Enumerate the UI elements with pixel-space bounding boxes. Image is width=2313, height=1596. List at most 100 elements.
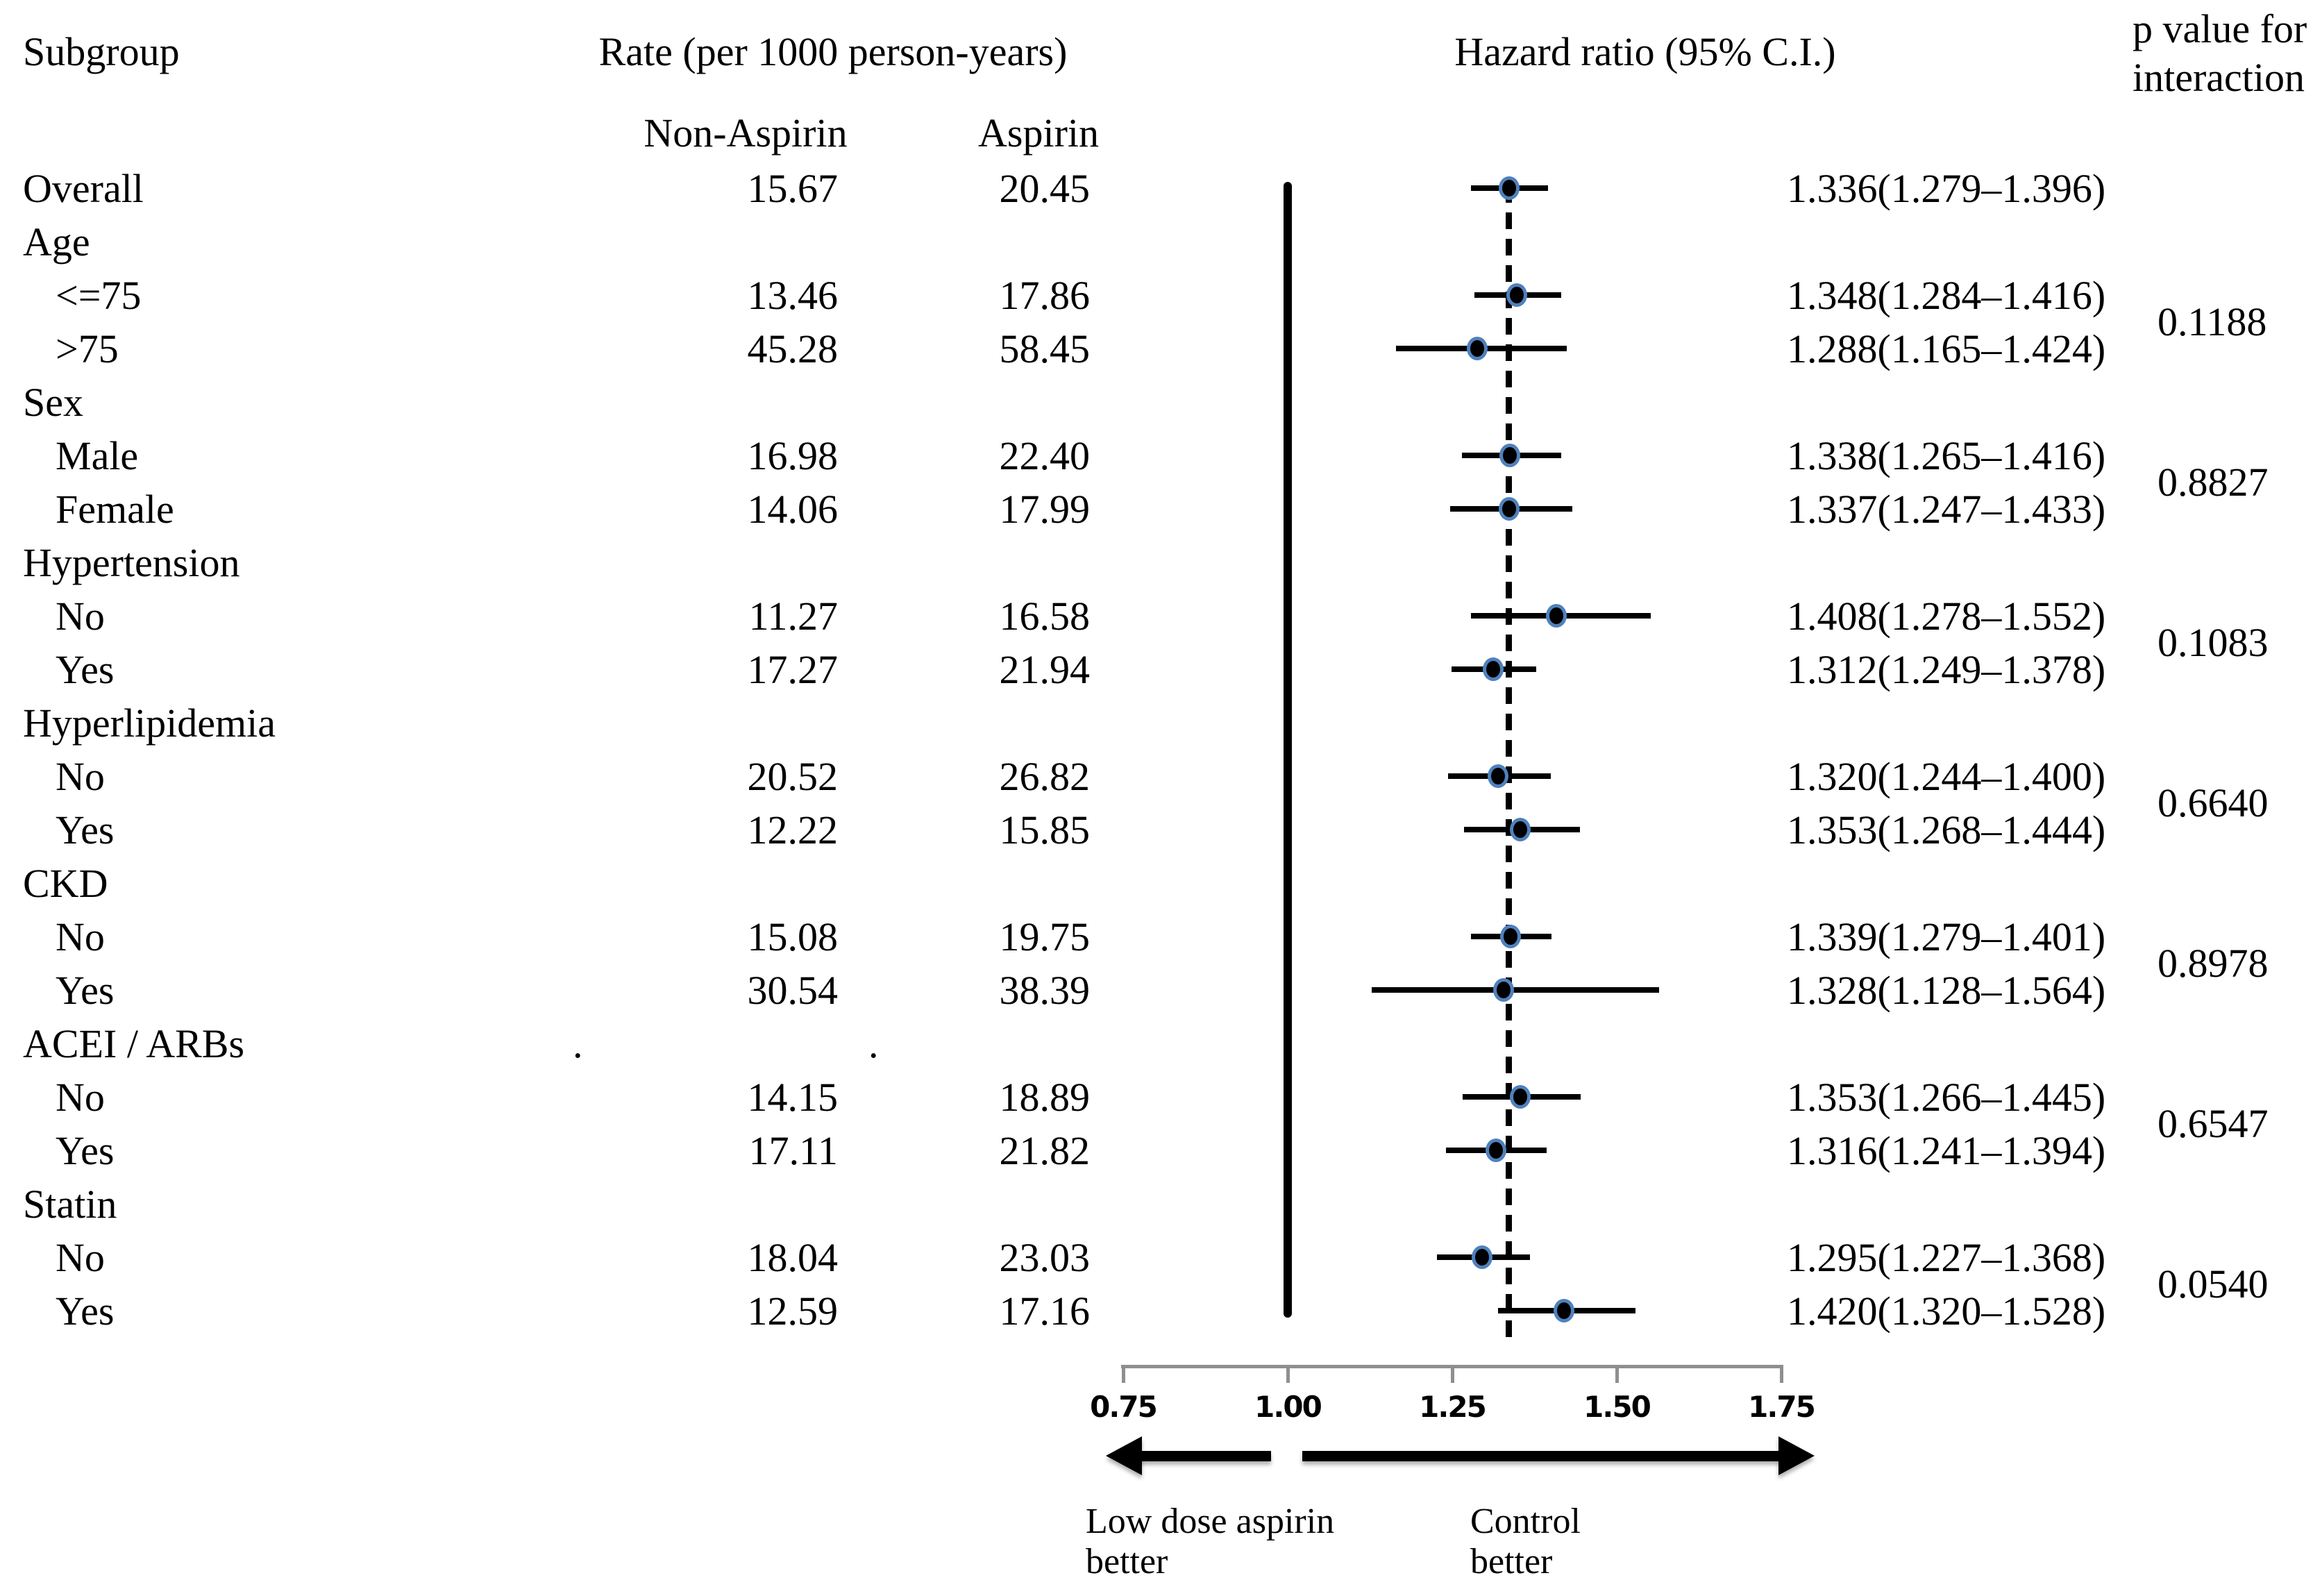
rate-aspirin: 20.45 — [999, 165, 1091, 211]
subgroup-label: Overall — [23, 165, 144, 211]
p-value-interaction: 0.8827 — [2158, 460, 2269, 505]
hazard-ratio-text: 1.295(1.227–1.368) — [1787, 1234, 2106, 1280]
axis-tick — [1779, 1365, 1783, 1383]
overall-hr-dashed-line — [1506, 186, 1513, 1343]
axis-tick-label: 1.75 — [1748, 1390, 1816, 1424]
hazard-ratio-text: 1.336(1.279–1.396) — [1787, 165, 2106, 211]
direction-label-left: Low dose aspirin better — [1086, 1502, 1334, 1582]
axis-tick — [1121, 1365, 1125, 1383]
right-arrow-icon — [1778, 1436, 1815, 1475]
hr-point-marker — [1545, 604, 1567, 628]
subgroup-label: Yes — [56, 967, 115, 1013]
rate-non-aspirin: 11.27 — [748, 593, 838, 639]
rate-non-aspirin: 12.59 — [747, 1288, 839, 1334]
left-arrow-icon — [1106, 1436, 1142, 1475]
column-header-rate: Rate (per 1000 person-years) — [598, 29, 1068, 74]
rate-non-aspirin: 30.54 — [747, 967, 839, 1013]
p-value-interaction: 0.1083 — [2158, 620, 2269, 665]
rate-aspirin: 15.85 — [999, 807, 1091, 852]
rate-non-aspirin: 13.46 — [747, 272, 839, 318]
hazard-ratio-text: 1.316(1.241–1.394) — [1787, 1127, 2106, 1173]
subgroup-label: No — [56, 1074, 105, 1120]
rate-aspirin: 17.86 — [999, 272, 1091, 318]
hr-point-marker — [1506, 283, 1527, 307]
group-label: Age — [23, 219, 90, 264]
rate-aspirin: 58.45 — [999, 326, 1091, 371]
subgroup-label: Yes — [56, 646, 115, 692]
rate-non-aspirin: 15.67 — [747, 165, 839, 211]
group-label: ACEI / ARBs — [23, 1020, 245, 1066]
p-value-interaction: 0.6640 — [2158, 780, 2269, 825]
reference-line-hr-1 — [1284, 182, 1292, 1318]
hr-point-marker — [1482, 657, 1504, 681]
stray-dot: . — [868, 1020, 879, 1066]
hazard-ratio-text: 1.339(1.279–1.401) — [1787, 914, 2106, 959]
hr-point-marker — [1500, 925, 1522, 948]
subgroup-label: Yes — [56, 1127, 115, 1173]
hazard-ratio-text: 1.408(1.278–1.552) — [1787, 593, 2106, 639]
hazard-ratio-text: 1.337(1.247–1.433) — [1787, 486, 2106, 532]
group-label: Hyperlipidemia — [23, 700, 276, 746]
axis-tick-label: 1.00 — [1254, 1390, 1322, 1424]
stray-dot: . — [573, 1020, 583, 1066]
subgroup-label: Yes — [56, 807, 115, 852]
p-value-interaction: 0.1188 — [2158, 299, 2267, 344]
rate-non-aspirin: 14.15 — [747, 1074, 839, 1120]
rate-non-aspirin: 12.22 — [747, 807, 839, 852]
hazard-ratio-text: 1.353(1.268–1.444) — [1787, 807, 2106, 852]
rate-aspirin: 26.82 — [999, 753, 1091, 799]
subgroup-label: No — [56, 914, 105, 959]
hr-point-marker — [1499, 444, 1521, 467]
hazard-ratio-text: 1.320(1.244–1.400) — [1787, 753, 2106, 799]
hr-point-marker — [1467, 337, 1488, 360]
confidence-interval-line — [1372, 987, 1659, 993]
direction-label-right: Control better — [1470, 1502, 1581, 1582]
axis-tick — [1615, 1365, 1619, 1383]
direction-label-left-line1: Low dose aspirin — [1086, 1502, 1335, 1541]
column-header-p-value-line1: p value for — [2133, 6, 2307, 51]
subgroup-label: Female — [56, 486, 174, 532]
rate-non-aspirin: 18.04 — [747, 1234, 839, 1280]
rate-non-aspirin: 14.06 — [747, 486, 839, 532]
group-label: Hypertension — [23, 539, 240, 585]
hr-point-marker — [1492, 978, 1514, 1002]
column-header-non-aspirin: Non-Aspirin — [644, 110, 848, 156]
right-arrow-shaft — [1302, 1451, 1780, 1461]
group-label: Statin — [23, 1181, 117, 1227]
rate-non-aspirin: 16.98 — [747, 432, 839, 478]
rate-aspirin: 38.39 — [999, 967, 1091, 1013]
column-header-subgroup: Subgroup — [23, 29, 180, 74]
p-value-interaction: 0.6547 — [2158, 1101, 2269, 1146]
rate-aspirin: 23.03 — [999, 1234, 1091, 1280]
left-arrow-shaft — [1136, 1451, 1271, 1461]
subgroup-label: >75 — [56, 326, 119, 371]
hr-point-marker — [1498, 176, 1520, 200]
rate-non-aspirin: 17.11 — [748, 1127, 838, 1173]
hr-point-marker — [1509, 1085, 1531, 1109]
column-header-p-value: p value for interaction — [2133, 5, 2307, 102]
axis-tick-label: 0.75 — [1090, 1390, 1158, 1424]
group-label: Sex — [23, 379, 83, 425]
hazard-ratio-text: 1.288(1.165–1.424) — [1787, 326, 2106, 371]
hr-point-marker — [1471, 1245, 1492, 1269]
hr-point-marker — [1509, 818, 1531, 841]
hazard-ratio-text: 1.312(1.249–1.378) — [1787, 646, 2106, 692]
axis-tick-label: 1.50 — [1583, 1390, 1651, 1424]
hazard-ratio-text: 1.338(1.265–1.416) — [1787, 432, 2106, 478]
subgroup-label: Yes — [56, 1288, 115, 1334]
hr-point-marker — [1499, 497, 1520, 521]
group-label: CKD — [23, 860, 108, 906]
p-value-interaction: 0.8978 — [2158, 941, 2269, 986]
hazard-ratio-text: 1.328(1.128–1.564) — [1787, 967, 2106, 1013]
rate-aspirin: 22.40 — [999, 432, 1091, 478]
subgroup-label: No — [56, 1234, 105, 1280]
hazard-ratio-text: 1.420(1.320–1.528) — [1787, 1288, 2106, 1334]
rate-aspirin: 17.16 — [999, 1288, 1091, 1334]
subgroup-label: <=75 — [56, 272, 142, 318]
rate-aspirin: 16.58 — [999, 593, 1091, 639]
axis-tick — [1450, 1365, 1454, 1383]
subgroup-label: No — [56, 593, 105, 639]
rate-aspirin: 17.99 — [999, 486, 1091, 532]
column-header-aspirin: Aspirin — [978, 110, 1099, 156]
subgroup-label: Male — [56, 432, 139, 478]
